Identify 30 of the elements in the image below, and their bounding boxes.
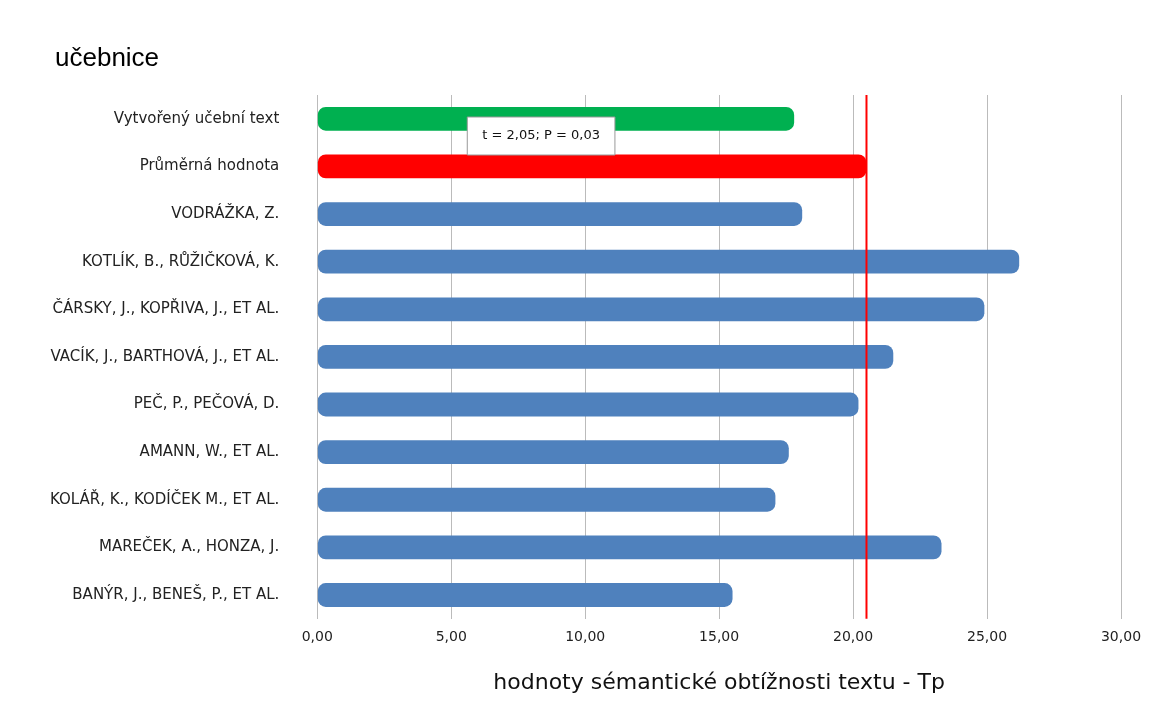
text: učebnice	[55, 42, 160, 73]
y-tick-label: VACÍK, J., BARTHOVÁ, J., ET AL.	[50, 345, 280, 365]
x-tick-label: 15,00	[699, 627, 740, 644]
x-tick-label: 10,00	[565, 627, 606, 644]
y-tick-label: PEČ, P., PEČOVÁ, D.	[133, 393, 280, 413]
x-tick-label: 0,00	[301, 627, 333, 644]
y-tick-label: KOLÁŘ, K., KODÍČEK M., ET AL.	[50, 488, 280, 508]
x-tick-label: 5,00	[435, 627, 467, 644]
y-tick-label: Průměrná hodnota	[139, 156, 280, 175]
y-tick-label: Vytvořený učební text	[113, 108, 280, 127]
bar	[317, 345, 894, 369]
y-tick-label: ČÁRSKY, J., KOPŘIVA, J., ET AL.	[52, 298, 280, 318]
bar	[317, 487, 776, 512]
bar	[317, 583, 733, 607]
bar	[317, 440, 789, 465]
y-tick-label: KOTLÍK, B., RŮŽIČKOVÁ, K.	[81, 250, 280, 270]
y-tick-label: BANÝR, J., BENEŠ, P., ET AL.	[72, 583, 280, 603]
bar	[317, 297, 985, 322]
bar	[317, 202, 803, 226]
x-axis-title: hodnoty sémantické obtížnosti textu - Tp	[493, 668, 945, 694]
x-tick-label: 30,00	[1100, 627, 1142, 644]
y-tick-label: MAREČEK, A., HONZA, J.	[98, 536, 280, 556]
y-tick-label: VODRÁŽKA, Z.	[171, 202, 280, 222]
bar	[317, 535, 942, 560]
annotation: t = 2,05; P = 0,03	[482, 127, 600, 143]
bar	[317, 392, 859, 417]
x-tick-label: 25,00	[967, 627, 1008, 644]
y-tick-label: AMANN, W., ET AL.	[139, 442, 280, 461]
x-tick-label: 20,00	[833, 627, 874, 644]
bar	[317, 249, 1020, 274]
